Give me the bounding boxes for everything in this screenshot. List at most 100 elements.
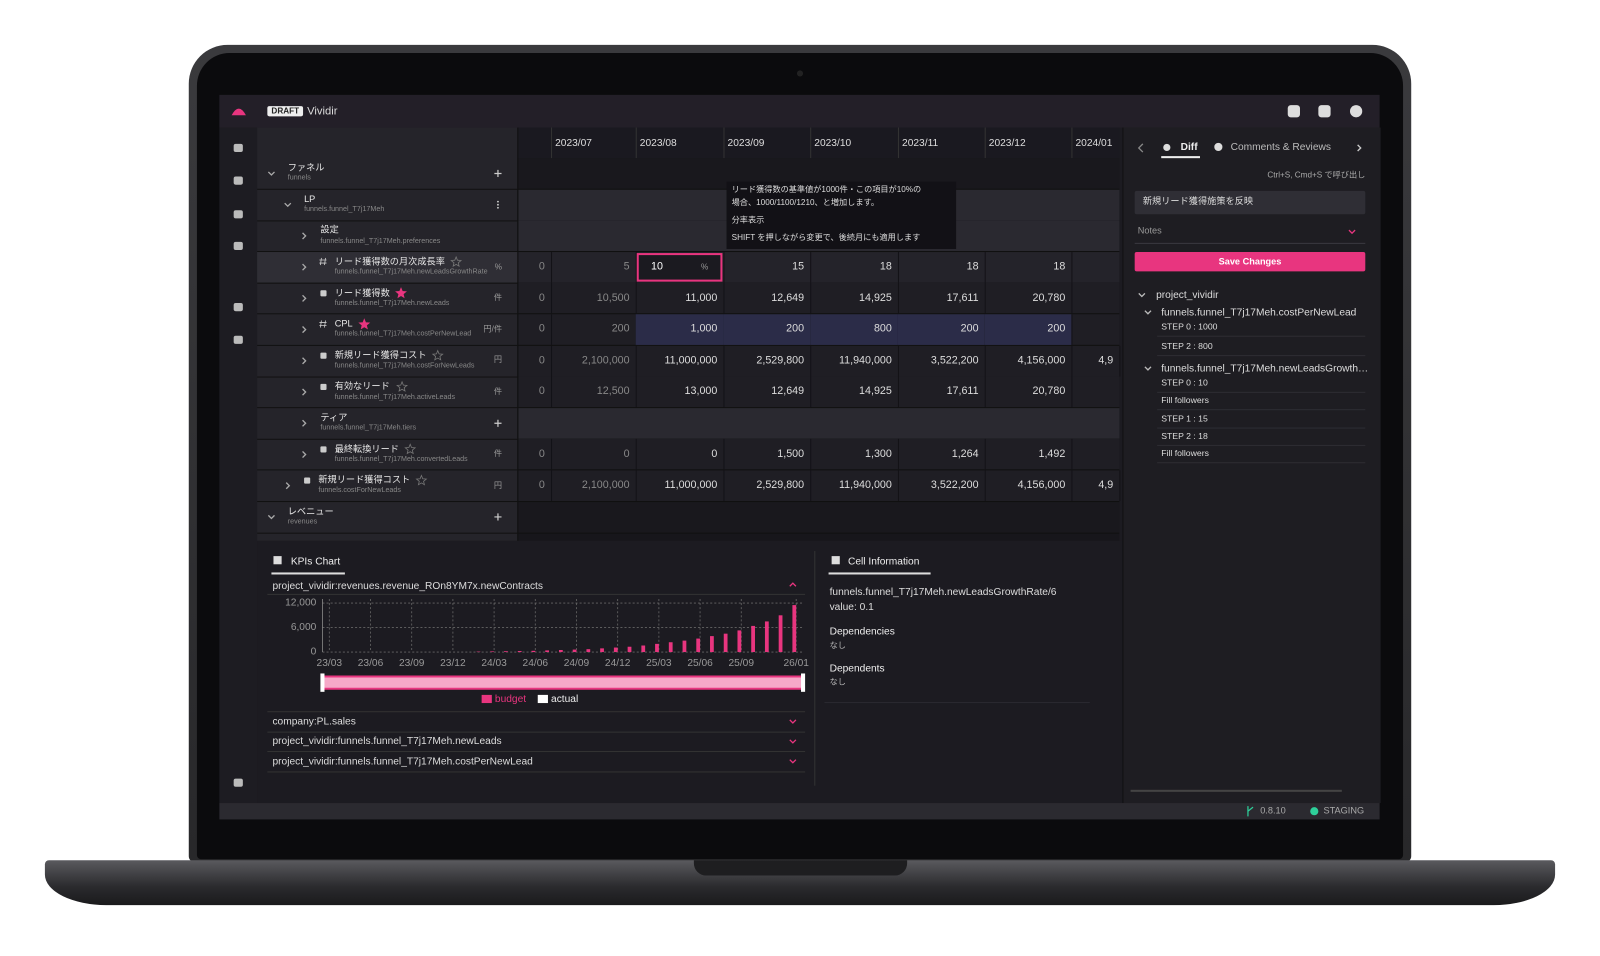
cell-key: funnels.funnel_T7j17Meh.newLeadsGrowthRa… bbox=[829, 586, 1057, 598]
kpi-item[interactable]: project_vividir:funnels.funnel_T7j17Meh.… bbox=[272, 755, 533, 767]
cell-divider bbox=[551, 345, 553, 377]
notes-dropdown[interactable]: Notes bbox=[1137, 225, 1162, 236]
column-header: 2023/08 bbox=[639, 137, 677, 149]
top-bar bbox=[219, 94, 1380, 128]
app-name: Vividir bbox=[307, 104, 338, 118]
base-notch bbox=[693, 860, 908, 876]
diff-step: STEP 2 : 800 bbox=[1161, 341, 1213, 352]
cell-divider bbox=[551, 376, 553, 408]
cell-divider bbox=[723, 345, 725, 377]
cell-divider bbox=[551, 314, 553, 345]
panel-title[interactable]: Cell Information bbox=[847, 555, 920, 567]
draft-badge: DRAFT bbox=[267, 105, 304, 117]
section-value: なし bbox=[829, 677, 846, 687]
diff-key: funnels.funnel_T7j17Meh.newLeadsGrowthRa… bbox=[1161, 362, 1374, 374]
cell-value: 0 bbox=[538, 447, 545, 460]
tooltip-line: 分率表示 bbox=[731, 215, 765, 225]
tree-label: レベニュー bbox=[287, 505, 334, 517]
rail-icon[interactable] bbox=[233, 335, 243, 344]
rail-icon[interactable] bbox=[233, 143, 243, 153]
legend-swatch bbox=[481, 694, 492, 704]
slider-handle[interactable] bbox=[801, 673, 806, 692]
message-icon[interactable] bbox=[1318, 105, 1331, 118]
slider-handle[interactable] bbox=[320, 673, 325, 692]
rail-icon[interactable] bbox=[233, 241, 243, 250]
cell-divider bbox=[635, 283, 637, 314]
icon-rail bbox=[219, 127, 258, 804]
rail-icon[interactable] bbox=[233, 176, 243, 185]
save-button[interactable] bbox=[1134, 252, 1366, 272]
cell-divider bbox=[551, 283, 553, 314]
message-input[interactable] bbox=[1134, 190, 1366, 215]
edit-suffix: % bbox=[701, 261, 709, 272]
cell-divider bbox=[723, 470, 725, 502]
cell-value: 2,529,800 bbox=[756, 353, 805, 367]
tree-label: 新規リード獲得コスト bbox=[318, 474, 411, 485]
range-slider[interactable] bbox=[322, 675, 804, 690]
cell-value: 14,925 bbox=[859, 385, 892, 398]
tab[interactable]: Comments & Reviews bbox=[1230, 141, 1331, 153]
row-divider bbox=[257, 282, 1120, 284]
cell-divider bbox=[635, 345, 637, 377]
cell-divider bbox=[1119, 345, 1121, 377]
cell-divider bbox=[897, 439, 899, 470]
panel-underline bbox=[828, 572, 931, 575]
status-bar bbox=[219, 803, 1380, 820]
cell-divider bbox=[810, 376, 812, 408]
bell-icon[interactable] bbox=[1287, 105, 1300, 118]
column-divider bbox=[723, 127, 725, 159]
user-icon[interactable] bbox=[1349, 105, 1363, 118]
cell-divider bbox=[551, 470, 553, 502]
chart-icon bbox=[273, 556, 282, 565]
tree-unit: 円/件 bbox=[483, 324, 503, 334]
kpi-item[interactable]: company:PL.sales bbox=[272, 715, 356, 728]
cell-divider bbox=[897, 345, 899, 377]
cell-divider bbox=[984, 345, 986, 377]
cell-divider bbox=[810, 439, 812, 470]
rail-icon[interactable] bbox=[233, 210, 243, 219]
grid-row bbox=[518, 251, 1120, 283]
diff-step: Fill followers bbox=[1161, 448, 1209, 459]
cell-divider bbox=[1071, 470, 1073, 502]
rail-icon[interactable] bbox=[233, 778, 243, 787]
tooltip bbox=[726, 181, 957, 249]
rail-icon[interactable] bbox=[233, 303, 243, 312]
section-title: Dependencies bbox=[829, 626, 895, 638]
column-header: 2023/10 bbox=[814, 137, 852, 149]
cell-value: 200 bbox=[1047, 322, 1066, 335]
kpi-item[interactable]: project_vividir:funnels.funnel_T7j17Meh.… bbox=[272, 735, 502, 747]
cell-divider bbox=[897, 283, 899, 314]
diff-step: Fill followers bbox=[1161, 395, 1209, 406]
cell-value: 11,000 bbox=[685, 291, 718, 304]
cell-value: 4,9 bbox=[1098, 353, 1114, 367]
cell-divider bbox=[1071, 376, 1073, 408]
cell-value: 18 bbox=[966, 260, 979, 273]
info-box bbox=[824, 580, 1090, 704]
cell-value: 0 bbox=[538, 385, 545, 398]
cell-divider bbox=[810, 470, 812, 502]
cell-value: 2,529,800 bbox=[756, 478, 805, 491]
cell-value: 3,522,200 bbox=[930, 478, 979, 491]
cell-divider bbox=[810, 345, 812, 377]
panel-title[interactable]: KPIs Chart bbox=[290, 555, 341, 567]
cell-divider bbox=[897, 470, 899, 502]
cell-value: 0 bbox=[538, 353, 545, 367]
edit-value: 10 bbox=[651, 260, 663, 273]
column-header: 2023/09 bbox=[727, 137, 765, 149]
section-title: Dependents bbox=[829, 662, 885, 674]
cell-divider bbox=[897, 251, 899, 283]
cell-value: 10,500 bbox=[596, 291, 630, 304]
cell-divider bbox=[984, 376, 986, 408]
cell-value: 1,492 bbox=[1038, 447, 1066, 460]
edit-cell[interactable] bbox=[636, 252, 723, 282]
cell-divider bbox=[635, 439, 637, 470]
row-divider bbox=[257, 501, 1120, 502]
tooltip-line: 場合、1000/1100/1210、と増加します。 bbox=[731, 197, 880, 207]
tree-panel bbox=[257, 127, 518, 541]
section-value: なし bbox=[829, 640, 846, 650]
cell-value: 4,9 bbox=[1098, 478, 1114, 491]
cell-divider bbox=[1119, 470, 1121, 502]
version: 0.8.10 bbox=[1260, 805, 1286, 816]
tab[interactable]: Diff bbox=[1180, 141, 1198, 153]
step-divider bbox=[1157, 409, 1366, 411]
